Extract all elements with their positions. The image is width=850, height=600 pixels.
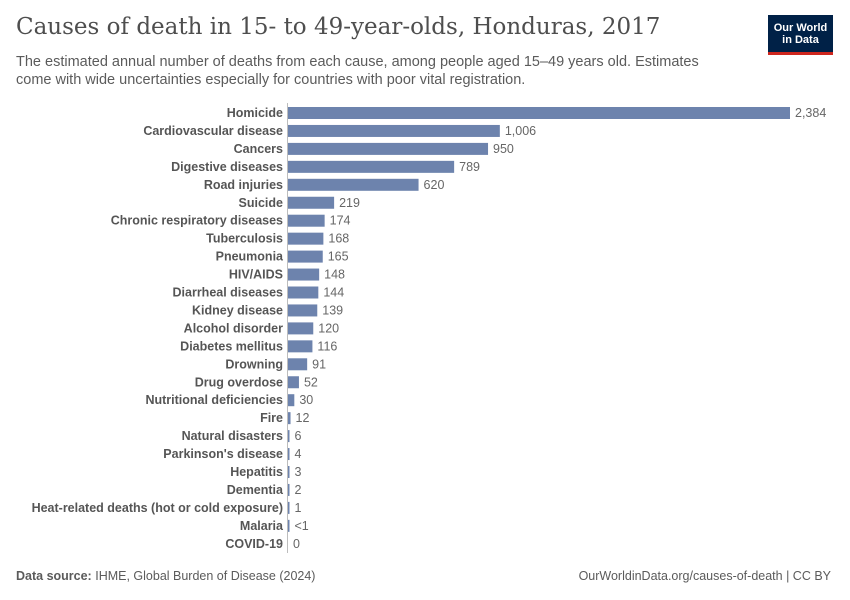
category-label: Suicide bbox=[239, 196, 284, 210]
chart-title: Causes of death in 15- to 49-year-olds, … bbox=[16, 14, 661, 40]
category-label: Alcohol disorder bbox=[184, 321, 283, 335]
category-label: Heat-related deaths (hot or cold exposur… bbox=[32, 501, 283, 515]
value-label: 174 bbox=[330, 214, 351, 228]
bar[interactable] bbox=[288, 214, 325, 227]
value-label: 2 bbox=[295, 483, 302, 497]
bar[interactable] bbox=[288, 519, 290, 532]
category-label: Diabetes mellitus bbox=[180, 339, 283, 353]
data-source-text[interactable]: IHME, Global Burden of Disease (2024) bbox=[95, 569, 316, 583]
bar[interactable] bbox=[288, 448, 290, 461]
value-label: 2,384 bbox=[795, 106, 826, 120]
category-label: Homicide bbox=[227, 106, 283, 120]
category-label: Tuberculosis bbox=[206, 232, 283, 246]
bar[interactable] bbox=[288, 322, 314, 335]
category-label: Cardiovascular disease bbox=[143, 124, 283, 138]
value-label: 789 bbox=[459, 160, 480, 174]
bar[interactable] bbox=[288, 304, 318, 317]
category-label: Road injuries bbox=[204, 178, 283, 192]
chart-subtitle: The estimated annual number of deaths fr… bbox=[16, 54, 699, 88]
value-label: 4 bbox=[295, 447, 302, 461]
category-label: Hepatitis bbox=[230, 465, 283, 479]
bar[interactable] bbox=[288, 412, 291, 425]
category-label: Parkinson's disease bbox=[163, 447, 283, 461]
value-label: 139 bbox=[322, 303, 343, 317]
bar[interactable] bbox=[288, 340, 313, 353]
value-label: 91 bbox=[312, 357, 326, 371]
value-label: 168 bbox=[328, 232, 349, 246]
value-label: 148 bbox=[324, 268, 345, 282]
value-label: 1 bbox=[295, 501, 302, 515]
category-label: Dementia bbox=[227, 483, 284, 497]
category-label: Nutritional deficiencies bbox=[145, 393, 283, 407]
bar[interactable] bbox=[288, 376, 299, 389]
data-source: Data source: IHME, Global Burden of Dise… bbox=[16, 569, 315, 583]
logo-line-2: in Data bbox=[782, 33, 819, 46]
logo-line-1: Our World bbox=[773, 21, 828, 34]
value-label: 144 bbox=[323, 286, 344, 300]
bar[interactable] bbox=[288, 124, 500, 137]
category-label: Kidney disease bbox=[192, 303, 283, 317]
owid-logo[interactable]: Our World in Data bbox=[768, 15, 833, 55]
value-label: 116 bbox=[317, 339, 337, 353]
bar[interactable] bbox=[288, 232, 324, 245]
bar[interactable] bbox=[288, 107, 790, 119]
category-label: Cancers bbox=[234, 142, 283, 156]
bar[interactable] bbox=[288, 358, 308, 371]
bar[interactable] bbox=[288, 250, 323, 263]
value-label: 1,006 bbox=[505, 124, 536, 138]
bar[interactable] bbox=[288, 501, 290, 514]
value-label: 165 bbox=[328, 250, 349, 264]
category-label: Digestive diseases bbox=[171, 160, 283, 174]
category-label: Drowning bbox=[225, 357, 283, 371]
category-label: HIV/AIDS bbox=[229, 268, 283, 282]
category-label: Diarrheal diseases bbox=[173, 286, 284, 300]
value-label: 3 bbox=[295, 465, 302, 479]
value-label: 950 bbox=[493, 142, 514, 156]
value-label: 219 bbox=[339, 196, 360, 210]
source-url[interactable]: OurWorldinData.org/causes-of-death | CC … bbox=[578, 569, 831, 583]
value-label: <1 bbox=[295, 519, 309, 533]
category-label: Malaria bbox=[240, 519, 284, 533]
bar[interactable] bbox=[288, 483, 290, 496]
value-label: 12 bbox=[296, 411, 310, 425]
category-label: Pneumonia bbox=[216, 250, 284, 264]
value-label: 620 bbox=[424, 178, 445, 192]
bar[interactable] bbox=[288, 178, 419, 191]
bar[interactable] bbox=[288, 286, 319, 299]
category-label: Fire bbox=[260, 411, 283, 425]
data-source-label: Data source: bbox=[16, 569, 92, 583]
bar[interactable] bbox=[288, 394, 295, 407]
value-label: 30 bbox=[299, 393, 313, 407]
bar[interactable] bbox=[288, 160, 455, 173]
value-label: 0 bbox=[293, 537, 300, 551]
value-label: 120 bbox=[318, 321, 339, 335]
bar[interactable] bbox=[288, 142, 489, 155]
value-label: 6 bbox=[295, 429, 302, 443]
category-label: Natural disasters bbox=[182, 429, 283, 443]
category-label: COVID-19 bbox=[225, 537, 283, 551]
bar[interactable] bbox=[288, 466, 290, 478]
bar[interactable] bbox=[288, 268, 320, 281]
category-label: Drug overdose bbox=[195, 375, 283, 389]
bar[interactable] bbox=[288, 196, 335, 209]
bar[interactable] bbox=[288, 430, 290, 443]
value-label: 52 bbox=[304, 375, 318, 389]
category-label: Chronic respiratory diseases bbox=[111, 214, 283, 228]
